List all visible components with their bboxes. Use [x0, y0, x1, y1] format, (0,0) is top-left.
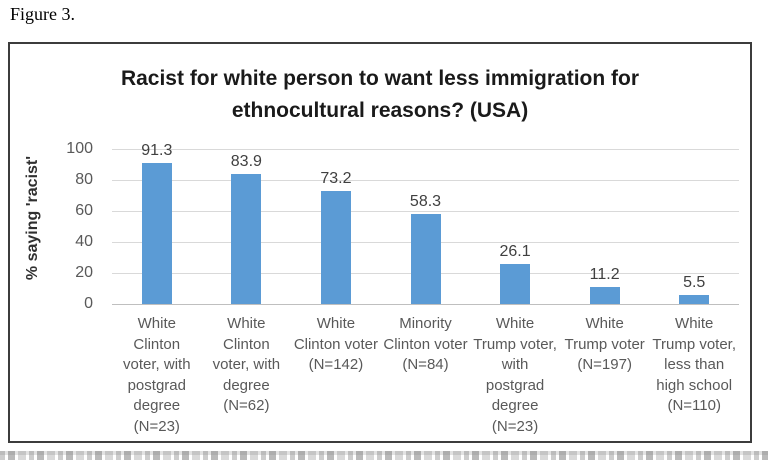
bar-value-label-4: 58.3: [409, 192, 442, 210]
bar-7: [679, 295, 710, 304]
category-label-5: White Trump voter, with postgrad degree …: [473, 315, 557, 435]
bar-value-label-7: 5.5: [683, 274, 706, 292]
category-label-4: Minority Clinton voter (N=84): [383, 315, 468, 373]
gridline-60: [112, 211, 739, 212]
y-tick-label-60: 60: [75, 202, 93, 219]
bar-1: [141, 162, 172, 304]
bar-value-label-3: 73.2: [320, 169, 352, 187]
bar-value-label-2: 83.9: [230, 152, 262, 170]
bar-4: [410, 213, 441, 304]
bar-3: [320, 190, 351, 304]
chart-title-line-1: Racist for white person to want less imm…: [120, 67, 640, 90]
plot-area: 91.3 83.9 73.2 58.3 26.1 11.2 5.5: [112, 142, 739, 305]
chart-title-line-2: ethnocultural reasons? (USA): [231, 99, 529, 122]
y-tick-label-40: 40: [75, 233, 93, 250]
gridline-100: [112, 149, 739, 150]
category-label-7: White Trump voter, less than high school…: [652, 315, 737, 414]
category-label-3: White Clinton voter (N=142): [293, 315, 379, 373]
y-tick-label-100: 100: [66, 140, 93, 157]
figure-label: Figure 3.: [10, 4, 75, 24]
gridline-80: [112, 180, 739, 181]
bar-2: [231, 173, 262, 304]
bar-value-label-1: 91.3: [141, 141, 173, 159]
y-tick-label-80: 80: [75, 171, 93, 188]
chart-figure: Racist for white person to want less imm…: [8, 42, 752, 443]
category-label-6: White Trump voter (N=197): [564, 315, 645, 373]
category-label-1: White Clinton voter, with postgrad degre…: [123, 315, 191, 435]
bar-6: [589, 286, 620, 304]
bar-5: [500, 263, 531, 304]
bar-value-label-5: 26.1: [499, 242, 531, 260]
bar-value-label-6: 11.2: [589, 265, 620, 283]
cutoff-text-strip: [0, 451, 768, 460]
category-label-2: White Clinton voter, with degree (N=62): [212, 315, 281, 414]
chart-title: Racist for white person to want less imm…: [10, 63, 750, 127]
y-tick-label-0: 0: [84, 295, 93, 312]
y-tick-label-20: 20: [75, 264, 93, 281]
